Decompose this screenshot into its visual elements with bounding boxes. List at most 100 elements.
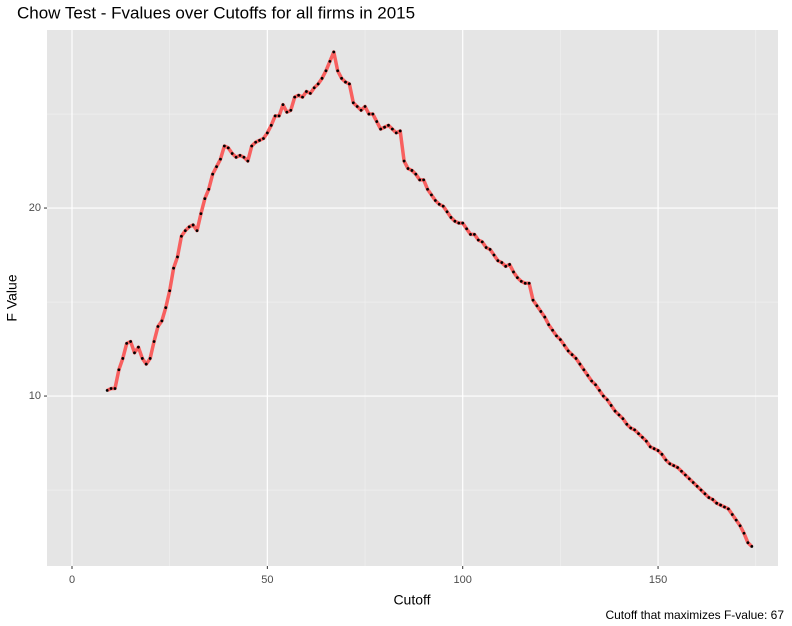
data-point	[441, 204, 445, 208]
data-point	[691, 481, 695, 484]
data-point	[238, 153, 242, 157]
data-point	[625, 422, 629, 426]
data-point	[336, 69, 340, 73]
data-point	[172, 266, 175, 270]
y-axis-label: F Value	[4, 274, 20, 321]
data-point	[375, 120, 379, 123]
data-point	[406, 167, 410, 170]
data-point	[496, 259, 500, 263]
data-point	[187, 225, 191, 229]
data-point	[180, 234, 183, 238]
data-point	[641, 436, 644, 439]
data-point	[746, 541, 750, 545]
x-tick-label: 100	[454, 574, 472, 586]
data-point	[469, 232, 472, 236]
data-point	[504, 264, 508, 268]
data-point	[113, 387, 117, 390]
data-point	[437, 202, 441, 206]
x-axis-label: Cutoff	[393, 592, 430, 608]
data-point	[140, 357, 144, 360]
data-point	[453, 219, 457, 223]
data-point	[535, 304, 539, 308]
data-point	[633, 428, 637, 432]
data-point	[144, 362, 148, 366]
data-point	[156, 325, 160, 328]
data-point	[191, 223, 195, 227]
data-point	[500, 261, 504, 264]
data-point	[699, 488, 703, 492]
data-point	[492, 253, 496, 257]
data-point	[379, 127, 383, 131]
data-point	[719, 503, 722, 507]
data-point	[461, 221, 465, 225]
data-point	[242, 155, 246, 159]
data-point	[516, 276, 519, 280]
data-point	[129, 340, 133, 343]
data-point	[519, 279, 523, 283]
data-point	[351, 101, 355, 105]
data-point	[433, 199, 437, 202]
data-point	[234, 155, 238, 159]
data-point	[207, 187, 211, 191]
data-point	[340, 76, 343, 80]
data-point	[480, 240, 484, 244]
data-point	[297, 93, 301, 97]
y-tick-label: 10	[29, 390, 41, 402]
data-point	[648, 445, 652, 449]
data-point	[301, 95, 304, 99]
y-tick-label: 20	[29, 202, 41, 214]
data-point	[176, 255, 179, 259]
data-point	[594, 383, 597, 387]
data-point	[305, 90, 308, 93]
data-point	[476, 238, 480, 242]
data-point	[195, 229, 199, 233]
data-point	[715, 501, 719, 505]
data-point	[250, 144, 254, 148]
data-point	[164, 306, 168, 310]
data-point	[324, 69, 328, 73]
data-point	[684, 473, 687, 477]
data-point	[133, 351, 136, 355]
data-point	[414, 172, 418, 176]
data-point	[629, 426, 633, 430]
data-point	[328, 59, 332, 63]
data-point	[547, 323, 551, 327]
data-point	[687, 477, 691, 481]
data-point	[605, 398, 609, 402]
data-point	[449, 216, 453, 219]
data-point	[418, 178, 422, 182]
data-point	[402, 159, 406, 163]
data-point	[672, 464, 676, 468]
data-point	[668, 462, 672, 466]
data-point	[598, 389, 601, 392]
data-point	[410, 169, 414, 172]
data-point	[367, 112, 371, 116]
data-point	[621, 417, 625, 421]
data-point	[512, 270, 515, 274]
data-point	[230, 152, 234, 155]
data-point	[723, 505, 726, 509]
data-point	[262, 137, 265, 140]
data-point	[660, 452, 664, 456]
data-point	[570, 353, 574, 357]
data-point	[652, 447, 656, 451]
data-point	[742, 531, 746, 535]
data-point	[394, 131, 398, 135]
data-point	[359, 108, 363, 112]
data-point	[531, 298, 535, 302]
data-point	[265, 131, 269, 135]
data-point	[125, 342, 129, 345]
data-point	[527, 281, 531, 285]
data-point	[562, 343, 566, 347]
data-point	[574, 357, 578, 360]
data-point	[558, 338, 562, 342]
data-point	[203, 197, 207, 201]
panel	[47, 30, 778, 566]
data-point	[465, 227, 469, 231]
data-point	[152, 340, 156, 343]
data-point	[488, 248, 492, 251]
data-point	[277, 114, 281, 118]
data-point	[121, 357, 125, 360]
data-point	[750, 545, 754, 548]
